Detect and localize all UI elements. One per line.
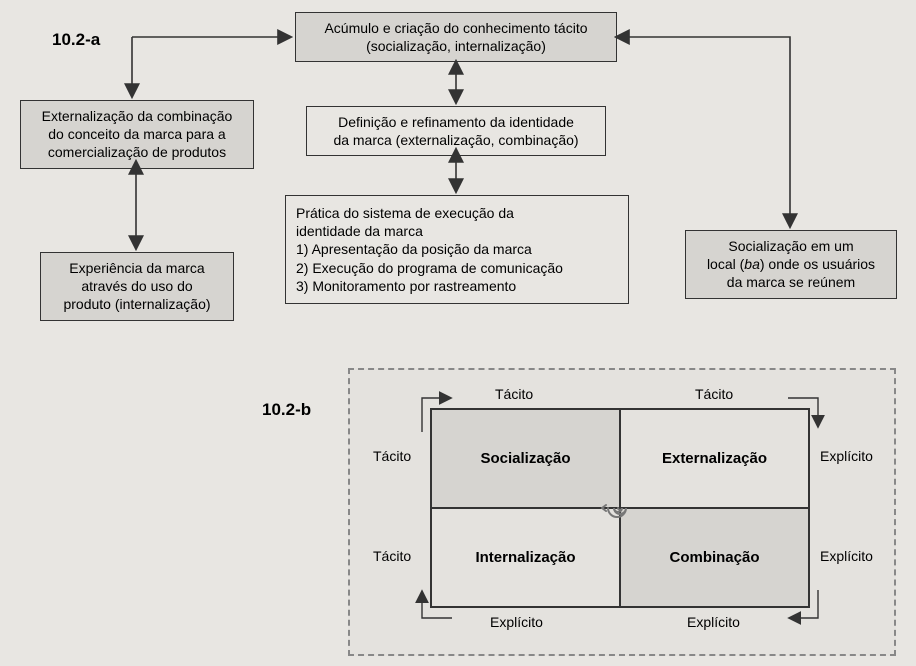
matrix-cell-bl: Internalização bbox=[431, 508, 620, 607]
box-left-upper-line2: do conceito da marca para a bbox=[29, 125, 245, 143]
box-top-line1: Acúmulo e criação do conhecimento tácito bbox=[304, 19, 608, 37]
edge-left-bottom: Tácito bbox=[373, 548, 411, 564]
edge-bottom-left: Explícito bbox=[490, 614, 543, 630]
box-right-line1: Socialização em um bbox=[694, 237, 888, 255]
edge-left-top: Tácito bbox=[373, 448, 411, 464]
edge-right-top: Explícito bbox=[820, 448, 873, 464]
box-center-mid-line2: da marca (externalização, combinação) bbox=[315, 131, 597, 149]
section-b-label: 10.2-b bbox=[262, 400, 311, 420]
matrix-grid: Socialização Externalização Internalizaç… bbox=[430, 408, 810, 608]
box-right: Socialização em um local (ba) onde os us… bbox=[685, 230, 897, 299]
box-left-lower-line1: Experiência da marca bbox=[49, 259, 225, 277]
box-left-upper-line1: Externalização da combinação bbox=[29, 107, 245, 125]
box-right-line2: local (ba) onde os usuários bbox=[694, 255, 888, 273]
box-top: Acúmulo e criação do conhecimento tácito… bbox=[295, 12, 617, 62]
box-left-upper: Externalização da combinação do conceito… bbox=[20, 100, 254, 169]
box-left-lower-line2: através do uso do bbox=[49, 277, 225, 295]
section-a-label: 10.2-a bbox=[52, 30, 100, 50]
box-left-lower: Experiência da marca através do uso do p… bbox=[40, 252, 234, 321]
matrix-cell-tl: Socialização bbox=[431, 409, 620, 508]
box-center-lower-title2: identidade da marca bbox=[296, 222, 618, 240]
box-center-lower-item1: 1) Apresentação da posição da marca bbox=[296, 240, 618, 258]
edge-bottom-right: Explícito bbox=[687, 614, 740, 630]
box-center-lower-item3: 3) Monitoramento por rastreamento bbox=[296, 277, 618, 295]
matrix-cell-br: Combinação bbox=[620, 508, 809, 607]
box-center-lower-title1: Prática do sistema de execução da bbox=[296, 204, 618, 222]
box-center-lower: Prática do sistema de execução da identi… bbox=[285, 195, 629, 304]
box-right-line3: da marca se reúnem bbox=[694, 273, 888, 291]
box-center-mid: Definição e refinamento da identidade da… bbox=[306, 106, 606, 156]
edge-top-right: Tácito bbox=[695, 386, 733, 402]
box-center-mid-line1: Definição e refinamento da identidade bbox=[315, 113, 597, 131]
box-left-upper-line3: comercialização de produtos bbox=[29, 143, 245, 161]
matrix-cell-tr: Externalização bbox=[620, 409, 809, 508]
edge-right-bottom: Explícito bbox=[820, 548, 873, 564]
box-top-line2: (socialização, internalização) bbox=[304, 37, 608, 55]
box-left-lower-line3: produto (internalização) bbox=[49, 295, 225, 313]
edge-top-left: Tácito bbox=[495, 386, 533, 402]
box-center-lower-item2: 2) Execução do programa de comunicação bbox=[296, 259, 618, 277]
